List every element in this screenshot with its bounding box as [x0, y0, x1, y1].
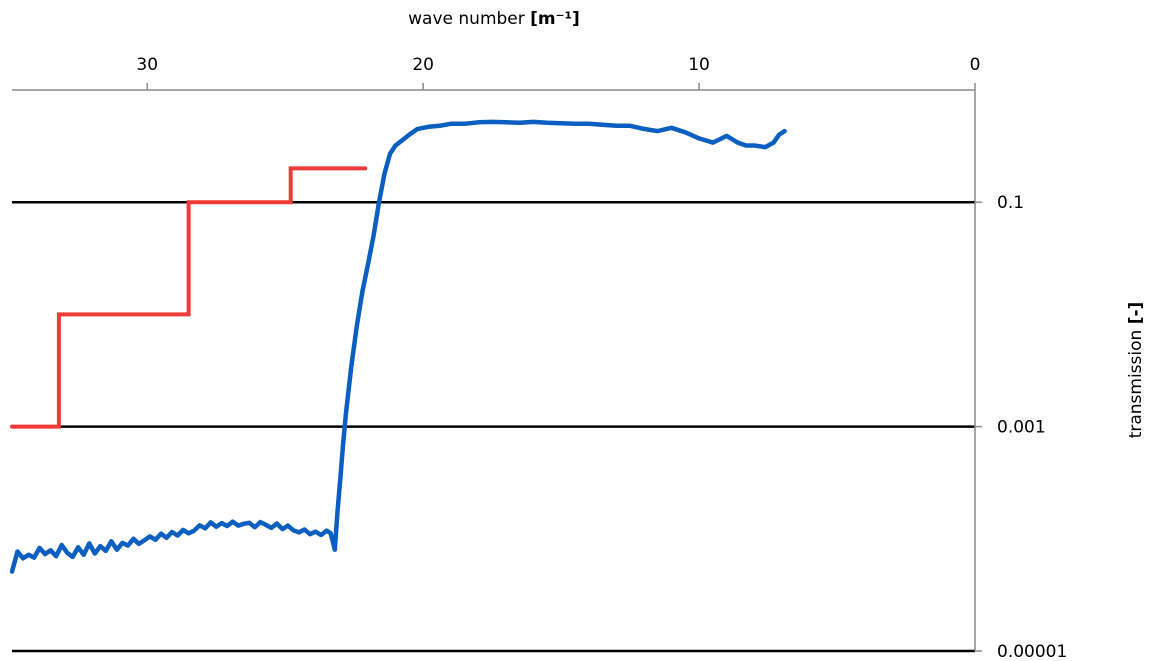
x-ticks: 30 20 10 0 — [136, 55, 980, 90]
x-axis-title-text: wave number — [408, 9, 525, 29]
y-axis-title: transmission [-] — [1126, 302, 1146, 439]
y-tick-label: 0.00001 — [997, 642, 1067, 661]
x-tick-label: 0 — [970, 55, 981, 75]
x-tick-label: 20 — [412, 55, 434, 75]
y-axis-title-unit: [-] — [1126, 302, 1146, 325]
y-axis-title-text: transmission — [1126, 330, 1146, 439]
y-tick-label: 0.1 — [997, 193, 1024, 213]
x-axis-title-unit: [m⁻¹] — [530, 9, 580, 29]
series — [9, 119, 787, 574]
y-ticks: 0.1 0.001 0.00001 — [975, 193, 1067, 661]
x-axis-title: wave number [m⁻¹] — [408, 9, 580, 29]
x-tick-label: 30 — [136, 55, 158, 75]
series-line-red-step — [10, 166, 368, 429]
axes — [12, 89, 976, 651]
y-tick-label: 0.001 — [997, 418, 1046, 438]
gridlines — [12, 200, 975, 653]
x-tick-label: 10 — [688, 55, 710, 75]
series-line-blue-transmission — [9, 119, 787, 574]
